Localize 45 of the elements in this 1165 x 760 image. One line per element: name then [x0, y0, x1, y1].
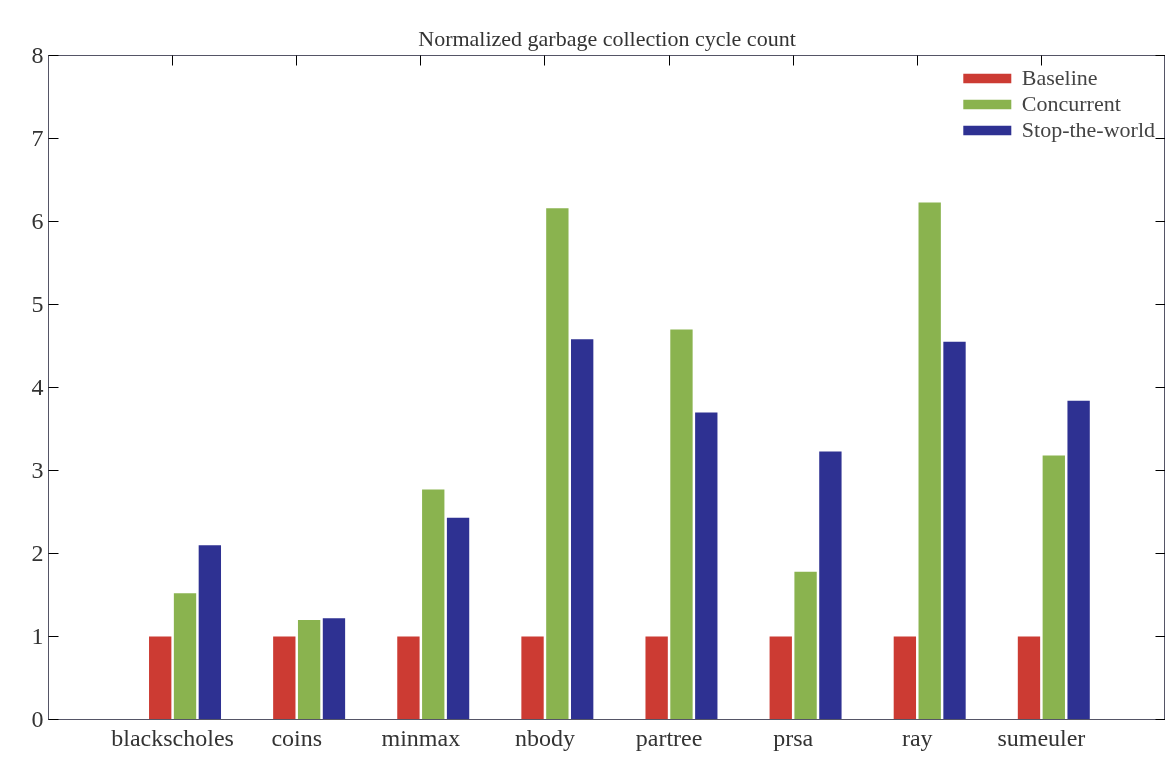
x-tick-label: minmax — [381, 724, 461, 751]
bar — [198, 545, 222, 720]
bar — [918, 202, 941, 720]
y-tick-label: 3 — [31, 457, 44, 483]
bar — [322, 618, 346, 720]
y-tick-label: 0 — [31, 706, 44, 732]
y-tick-label: 4 — [31, 374, 44, 400]
x-tick-label: nbody — [514, 724, 575, 751]
bar — [571, 339, 594, 720]
bar — [1042, 455, 1065, 720]
bar — [670, 329, 693, 720]
y-tick-label: 5 — [31, 291, 44, 317]
x-tick-label: ray — [901, 724, 933, 751]
bar — [1017, 636, 1041, 720]
bar — [521, 636, 544, 720]
bar — [273, 636, 296, 720]
x-tick-label: coins — [271, 724, 323, 751]
bar — [893, 636, 917, 720]
y-tick-label: 8 — [31, 42, 44, 68]
bar — [645, 636, 668, 720]
y-tick-label: 2 — [31, 540, 44, 566]
bar — [769, 636, 792, 720]
bar — [397, 636, 420, 720]
x-tick-label: sumeuler — [997, 724, 1086, 751]
bar — [1067, 400, 1090, 720]
legend-label: Stop-the-world — [1021, 117, 1155, 143]
x-tick-label: prsa — [773, 724, 814, 751]
y-tick-label: 7 — [31, 125, 44, 151]
bar — [297, 619, 321, 720]
bar — [446, 517, 470, 720]
bar — [943, 341, 966, 720]
bar — [173, 593, 197, 720]
bar — [546, 208, 569, 720]
chart-title: Normalized garbage collection cycle count — [418, 25, 796, 51]
x-tick-label: blackscholes — [111, 724, 234, 751]
legend-label: Concurrent — [1021, 91, 1121, 117]
bar — [422, 489, 445, 720]
legend-label: Baseline — [1021, 65, 1098, 91]
y-tick-label: 6 — [31, 208, 44, 234]
bar — [149, 636, 172, 720]
bar — [794, 571, 817, 720]
x-tick-label: partree — [635, 724, 703, 751]
y-tick-label: 1 — [31, 623, 44, 649]
bar — [819, 451, 842, 720]
bar — [695, 412, 718, 720]
